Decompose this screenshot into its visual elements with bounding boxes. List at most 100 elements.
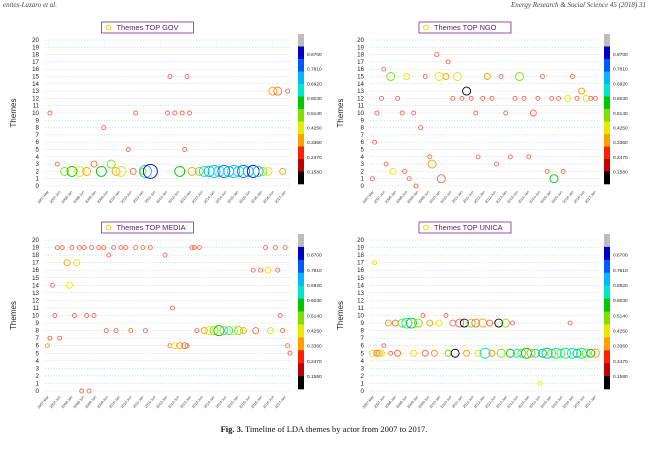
chart-title: Themes TOP NGO	[434, 23, 497, 32]
data-point	[118, 245, 124, 251]
data-point	[369, 176, 375, 182]
y-tick-label: 9	[36, 320, 40, 327]
y-tick-label: 4	[361, 154, 365, 161]
data-point	[544, 168, 550, 174]
y-tick-label: 10	[32, 313, 39, 320]
y-tick-label: 10	[357, 313, 364, 320]
x-tick-label: 2016-Jan	[250, 395, 263, 409]
y-tick-label: 6	[36, 343, 40, 350]
y-tick-label: 12	[357, 297, 364, 304]
data-point	[462, 86, 472, 96]
y-tick-label: 3	[36, 365, 40, 372]
data-point	[405, 317, 417, 329]
colorbar-segment	[298, 272, 304, 286]
data-point	[45, 343, 50, 349]
colorbar-tick-label: 0.8700	[613, 52, 628, 58]
colorbar-segment	[298, 337, 304, 351]
y-axis-label: Themes	[336, 99, 345, 128]
y-tick-label: 3	[361, 161, 365, 168]
data-point	[147, 245, 153, 251]
colorbar-segment	[604, 234, 610, 248]
data-point	[389, 167, 397, 175]
data-point	[541, 347, 553, 359]
x-tick-label: 2008-Jun	[73, 395, 86, 409]
colorbar-tick-label: 0.4250	[307, 329, 322, 335]
data-point	[403, 73, 411, 80]
data-point	[379, 95, 384, 101]
data-point	[474, 349, 482, 357]
data-point	[443, 313, 449, 318]
data-point	[181, 342, 189, 350]
y-tick-label: 0	[36, 388, 40, 395]
data-point	[494, 318, 504, 328]
data-point	[401, 317, 413, 329]
data-point	[125, 147, 131, 152]
y-tick-label: 18	[357, 52, 364, 59]
figure-caption-text: Timeline of LDA themes by actor from 200…	[245, 424, 428, 434]
colorbar-segment	[604, 376, 610, 390]
data-point	[250, 267, 256, 273]
colorbar-tick-label: 0.8700	[307, 253, 322, 259]
data-point	[47, 335, 53, 341]
colorbar-segment	[298, 59, 304, 72]
data-point	[182, 147, 188, 152]
data-point	[399, 110, 405, 116]
data-point	[207, 164, 221, 178]
chart-title: Themes TOP UNICA	[434, 223, 503, 232]
colorbar-segment	[298, 324, 304, 338]
colorbar-tick-label: 0.1580	[613, 374, 628, 380]
y-tick-label: 17	[32, 260, 39, 267]
data-point	[427, 154, 433, 160]
x-tick-label: 2012-Jun	[167, 190, 180, 204]
colorbar-segment	[298, 298, 304, 312]
data-point	[128, 328, 134, 334]
y-tick-label: 12	[32, 297, 39, 304]
x-tick-label: 2009-Jun	[96, 395, 109, 409]
data-point	[560, 168, 566, 174]
y-tick-label: 18	[357, 252, 364, 259]
x-tick-label: 2017-Jan	[584, 190, 597, 204]
colorbar-tick-label: 0.7810	[307, 268, 322, 274]
y-tick-label: 0	[361, 388, 365, 395]
data-point	[507, 154, 513, 160]
y-tick-label: 20	[32, 37, 39, 44]
data-point	[442, 73, 450, 80]
colorbar-tick-label: 0.1580	[307, 170, 322, 176]
data-point	[191, 245, 197, 251]
data-point	[471, 318, 481, 328]
y-tick-label: 11	[33, 103, 40, 110]
colorbar-segment	[604, 363, 610, 377]
chart-panel-4: 01234567891011121314151617181920Themes20…	[336, 221, 628, 409]
colorbar-segment	[298, 134, 304, 147]
colorbar-tick-label: 0.7810	[613, 268, 628, 274]
data-point	[95, 165, 107, 177]
y-tick-label: 2	[361, 168, 365, 175]
data-point	[142, 163, 158, 179]
y-tick-label: 16	[357, 66, 364, 73]
data-point	[473, 110, 479, 116]
data-point	[209, 326, 219, 336]
x-tick-label: 2015-Jun	[239, 395, 252, 409]
x-tick-label: 2007-Jun	[49, 395, 62, 409]
data-point	[169, 305, 175, 311]
data-point	[421, 349, 429, 357]
data-point	[564, 94, 572, 102]
colorbar-segment	[298, 350, 304, 364]
colorbar-segment	[298, 96, 304, 110]
colorbar-segment	[604, 259, 610, 274]
colorbar-tick-label: 0.6920	[613, 283, 628, 289]
data-point	[411, 110, 417, 116]
y-tick-label: 17	[357, 59, 364, 66]
data-point	[268, 86, 278, 96]
data-point	[187, 166, 197, 176]
data-point	[418, 125, 424, 131]
x-tick-label: 2016-Jun	[262, 190, 275, 204]
x-tick-label: 2010-Jan	[108, 190, 121, 204]
data-point	[172, 110, 178, 116]
legend-marker	[423, 224, 429, 231]
y-axis-label: Themes	[336, 301, 345, 330]
y-tick-label: 6	[361, 139, 365, 146]
y-tick-label: 14	[32, 282, 39, 289]
x-tick-label: 2016-Jan	[250, 190, 263, 204]
